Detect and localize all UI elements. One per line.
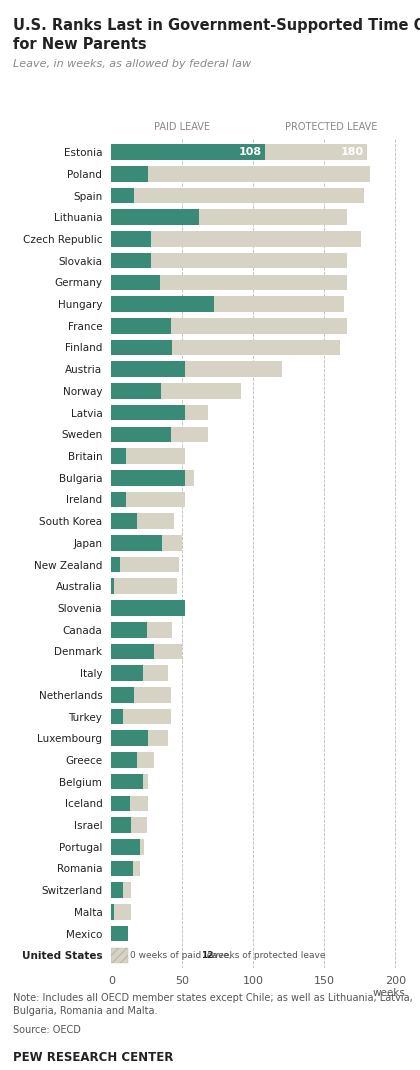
Bar [111, 643, 182, 659]
Bar [111, 904, 131, 920]
Bar [111, 752, 137, 768]
Bar [111, 579, 114, 594]
Bar [111, 339, 172, 355]
Bar [111, 427, 171, 442]
Bar [111, 210, 347, 225]
Text: 108: 108 [239, 147, 262, 157]
Bar [111, 166, 370, 182]
Bar [111, 731, 168, 746]
Bar [111, 643, 154, 659]
Bar [111, 708, 123, 724]
Bar [111, 318, 171, 334]
Bar [111, 883, 131, 898]
Bar [111, 144, 265, 159]
Bar [111, 883, 123, 898]
Bar [111, 491, 185, 507]
Bar [111, 904, 114, 920]
Bar [111, 774, 142, 790]
Bar [111, 144, 367, 159]
Bar [111, 948, 129, 963]
Bar [111, 427, 208, 442]
Bar [111, 383, 241, 399]
Bar [111, 860, 140, 876]
Bar [111, 708, 171, 724]
Bar [111, 774, 148, 790]
Bar [111, 275, 347, 290]
Bar [111, 187, 134, 203]
Bar [111, 817, 147, 832]
Bar [111, 926, 129, 942]
Bar [111, 383, 161, 399]
Bar [111, 318, 347, 334]
Bar [111, 253, 151, 269]
Text: PEW RESEARCH CENTER: PEW RESEARCH CENTER [13, 1051, 173, 1064]
Bar [111, 860, 133, 876]
Text: Note: Includes all OECD member states except Chile; as well as Lithuania, Latvia: Note: Includes all OECD member states ex… [13, 993, 412, 1016]
Bar [111, 600, 177, 616]
Bar [111, 839, 140, 855]
Bar [111, 839, 144, 855]
Bar [111, 362, 185, 377]
Bar [111, 687, 134, 703]
Text: 180: 180 [341, 147, 364, 157]
Bar [111, 231, 361, 247]
Text: Leave, in weeks, as allowed by federal law: Leave, in weeks, as allowed by federal l… [13, 59, 251, 68]
Bar [111, 470, 194, 486]
Bar [111, 817, 131, 832]
Bar [111, 796, 130, 811]
Bar [111, 731, 148, 746]
Bar [111, 448, 185, 464]
Bar [111, 687, 171, 703]
Bar [111, 210, 200, 225]
Bar [111, 404, 185, 421]
Bar [111, 339, 340, 355]
Bar [111, 166, 148, 182]
Text: U.S. Ranks Last in Government-Supported Time Off: U.S. Ranks Last in Government-Supported … [13, 18, 420, 33]
Text: for New Parents: for New Parents [13, 37, 146, 52]
Bar [111, 231, 151, 247]
Text: PAID LEAVE: PAID LEAVE [154, 122, 210, 133]
Bar [111, 796, 148, 811]
Bar [111, 296, 213, 311]
Bar [111, 666, 142, 681]
Bar [111, 535, 163, 551]
Bar [111, 622, 172, 638]
Bar [111, 448, 126, 464]
Bar [111, 579, 177, 594]
Text: PROTECTED LEAVE: PROTECTED LEAVE [285, 122, 378, 133]
Bar [111, 535, 182, 551]
Bar [111, 514, 174, 529]
Bar [111, 666, 168, 681]
Bar [111, 187, 364, 203]
Bar [111, 404, 208, 421]
Bar [111, 556, 120, 572]
Bar [111, 296, 344, 311]
Text: 12: 12 [201, 951, 213, 960]
Bar [111, 622, 147, 638]
Bar [111, 491, 126, 507]
Bar [111, 362, 282, 377]
Bar [111, 752, 154, 768]
Text: weeks: weeks [373, 988, 405, 998]
Text: 0 weeks of paid leave,: 0 weeks of paid leave, [130, 951, 234, 960]
Bar [111, 926, 129, 942]
Bar [111, 514, 137, 529]
Bar [111, 556, 179, 572]
Bar [111, 275, 160, 290]
Bar [111, 600, 185, 616]
Text: weeks of protected leave: weeks of protected leave [208, 951, 326, 960]
Bar [111, 253, 347, 269]
Bar [111, 470, 185, 486]
Text: Source: OECD: Source: OECD [13, 1025, 81, 1035]
